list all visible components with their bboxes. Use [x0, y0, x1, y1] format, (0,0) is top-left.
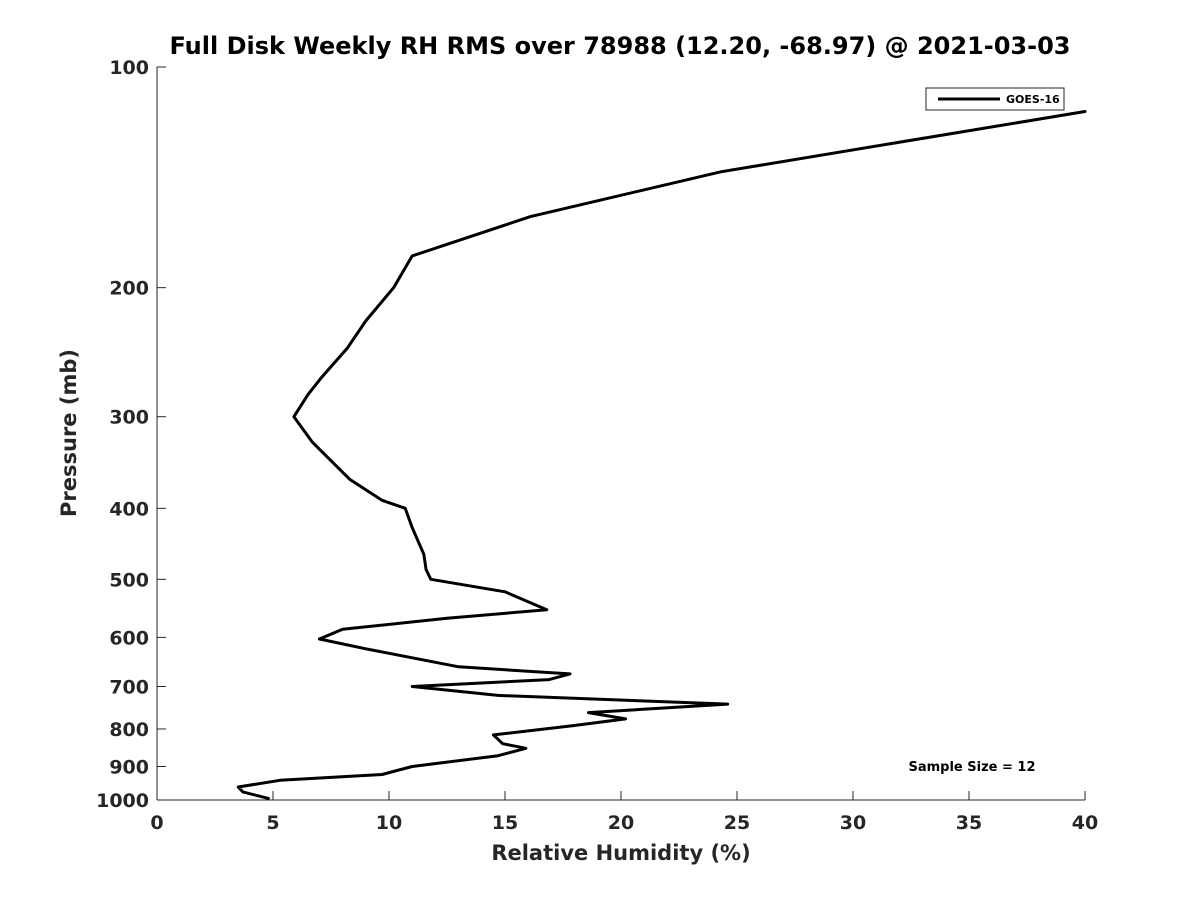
legend: GOES-16 — [925, 87, 1065, 111]
y-tick-label: 600 — [109, 627, 149, 649]
y-tick-label: 500 — [109, 569, 149, 591]
x-tick-label: 35 — [956, 812, 982, 834]
x-tick-label: 10 — [376, 812, 402, 834]
x-tick-label: 25 — [724, 812, 750, 834]
x-axis-label: Relative Humidity (%) — [491, 841, 750, 865]
axes: 0 5 10 15 20 25 30 35 40 100 200 300 400 500 600 700 800… — [96, 57, 1098, 834]
y-tick-label: 800 — [109, 719, 149, 741]
x-tick-label: 20 — [608, 812, 634, 834]
x-tick-label: 30 — [840, 812, 866, 834]
series-line-goes-16 — [236, 110, 1087, 800]
y-tick-label: 100 — [109, 57, 149, 79]
y-tick-label: 200 — [109, 278, 149, 300]
chart-title: Full Disk Weekly RH RMS over 78988 (12.2… — [169, 32, 1070, 60]
x-tick-label: 15 — [492, 812, 518, 834]
y-tick-label: 300 — [109, 407, 149, 429]
legend-label: GOES-16 — [1006, 93, 1060, 106]
sample-size-annotation: Sample Size = 12 — [908, 760, 1035, 775]
y-tick-label: 1000 — [96, 790, 149, 812]
y-tick-label: 900 — [109, 756, 149, 778]
x-tick-label: 5 — [266, 812, 279, 834]
x-tick-label: 40 — [1072, 812, 1098, 834]
y-tick-label: 400 — [109, 498, 149, 520]
series-layer — [236, 110, 1087, 800]
y-axis-label: Pressure (mb) — [57, 349, 81, 517]
x-tick-label: 0 — [150, 812, 163, 834]
y-tick-label: 700 — [109, 676, 149, 698]
